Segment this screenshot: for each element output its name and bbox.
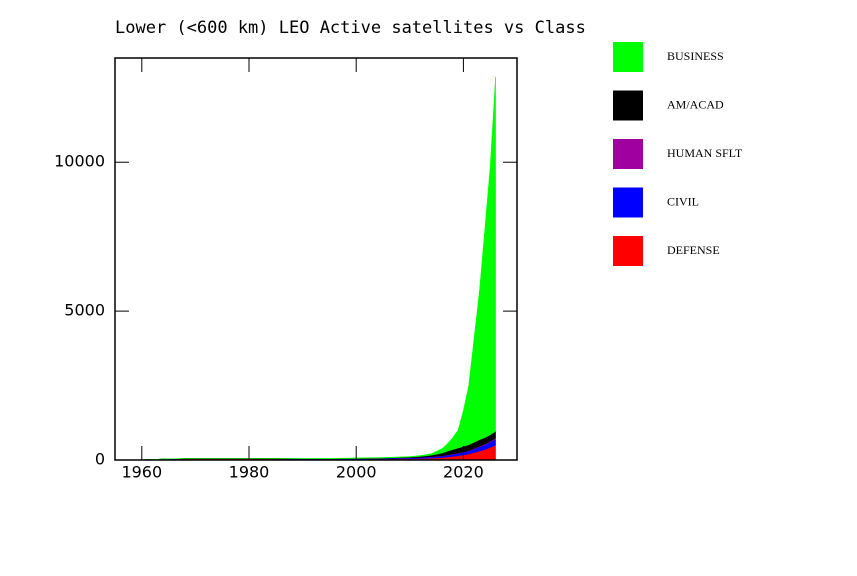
x-tick-label: 1960 — [121, 463, 162, 482]
legend-swatch — [613, 236, 643, 266]
area — [141, 77, 496, 461]
chart-title: Lower (<600 km) LEO Active satellites vs… — [115, 18, 586, 38]
y-tick-label: 5000 — [64, 301, 105, 320]
legend-swatch — [613, 90, 643, 121]
x-tick-label: 1980 — [229, 463, 270, 482]
legend-swatch — [613, 139, 643, 169]
y-tick-label: 0 — [95, 450, 105, 469]
x-tick-label: 2020 — [443, 463, 484, 482]
legend-label: HUMAN SFLT — [667, 146, 743, 160]
legend-swatch — [613, 42, 643, 72]
legend-label: BUSINESS — [667, 49, 724, 63]
legend-swatch — [613, 187, 643, 218]
plot-frame — [114, 57, 518, 461]
legend-label: AM/ACAD — [667, 97, 724, 111]
area — [141, 430, 496, 461]
legend-label: CIVIL — [667, 194, 699, 208]
x-tick-label: 2000 — [336, 463, 377, 482]
y-tick-label: 10000 — [54, 152, 105, 171]
legend-label: DEFENSE — [667, 243, 720, 257]
